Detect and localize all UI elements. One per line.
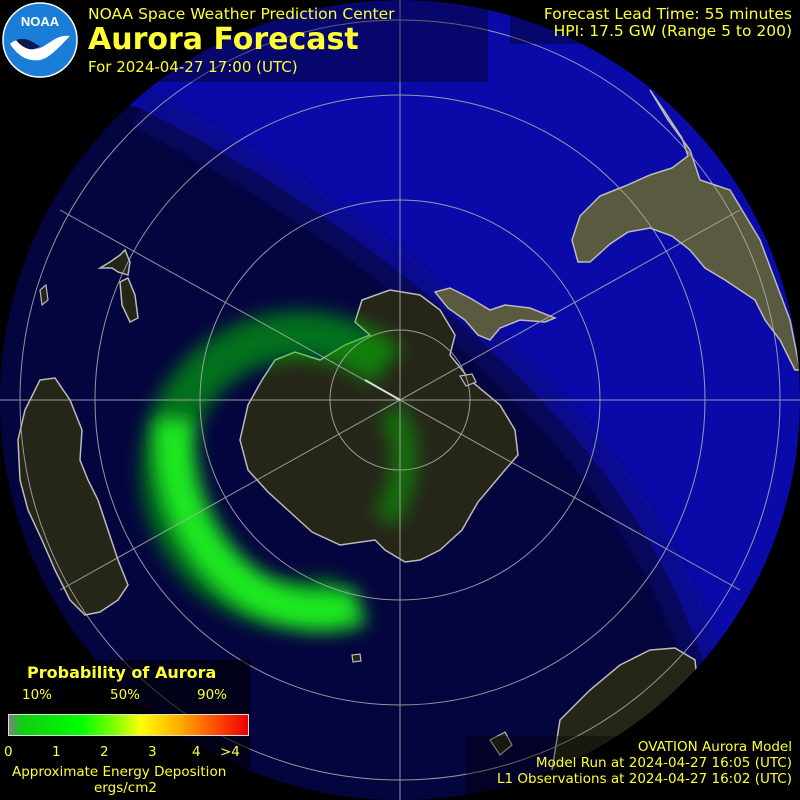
legend-color-bar (8, 714, 249, 736)
forecast-info-panel (510, 0, 800, 44)
aurora-oval (141, 311, 459, 632)
legend-energy-0: 0 (4, 744, 13, 760)
legend-energy-3: 3 (148, 744, 157, 760)
noaa-logo: NOAA (2, 2, 78, 78)
header-panel (0, 0, 488, 82)
model-run-time: Model Run at 2024-04-27 16:05 (UTC) (535, 755, 792, 771)
legend-title: Probability of Aurora (27, 663, 217, 682)
hpi-value: HPI: 17.5 GW (Range 5 to 200) (553, 22, 792, 40)
small-islands (39, 283, 513, 756)
legend-units-label: Approximate Energy Deposition (12, 764, 227, 780)
forecast-date: For 2024-04-27 17:00 (UTC) (88, 58, 298, 76)
antarctic-peninsula (433, 287, 558, 341)
model-info-panel (466, 736, 800, 800)
logo-text: NOAA (21, 14, 60, 29)
legend-units: ergs/cm2 (94, 780, 157, 796)
legend-pct-10: 10% (22, 687, 53, 703)
australia-landmass (17, 377, 129, 616)
legend-pct-50: 50% (110, 687, 141, 703)
south-america-landmass (571, 89, 800, 371)
org-name: NOAA Space Weather Prediction Center (88, 5, 395, 23)
legend-energy-gt4: >4 (220, 744, 240, 760)
noon-meridian-marker (364, 379, 401, 401)
lead-time: Forecast Lead Time: 55 minutes (543, 5, 792, 23)
model-name: OVATION Aurora Model (637, 739, 792, 755)
page-title: Aurora Forecast (88, 22, 359, 57)
legend-pct-90: 90% (197, 687, 228, 703)
legend-energy-1: 1 (52, 744, 61, 760)
observation-time: L1 Observations at 2024-04-27 16:02 (UTC… (496, 771, 792, 787)
legend-energy-4: 4 (192, 744, 201, 760)
new-zealand-landmass (97, 248, 139, 324)
legend-energy-2: 2 (100, 744, 109, 760)
